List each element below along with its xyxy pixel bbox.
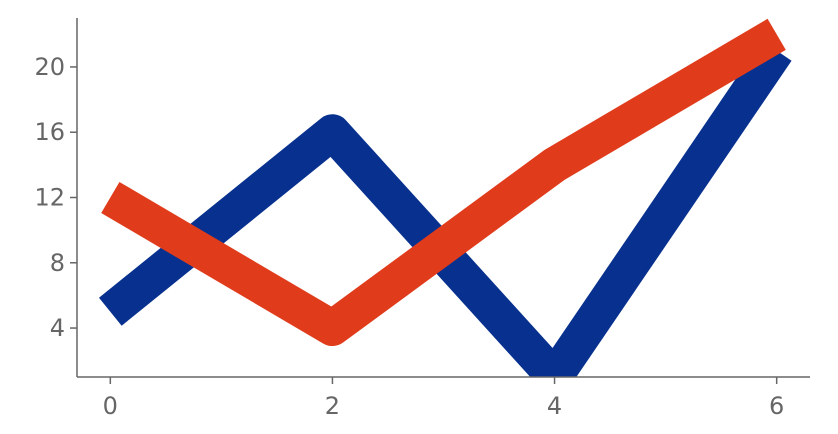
series-layer: [99, 18, 792, 377]
y-tick-label: 8: [50, 249, 65, 277]
x-tick-label: 2: [325, 392, 340, 420]
series-line-2: [101, 18, 786, 347]
y-tick-label: 12: [34, 184, 65, 212]
y-tick-label: 16: [34, 118, 65, 146]
x-tick-label: 6: [769, 392, 784, 420]
y-tick-label: 20: [34, 53, 65, 81]
y-tick-label: 4: [50, 314, 65, 342]
x-tick-label: 4: [547, 392, 562, 420]
x-tick-label: 0: [103, 392, 118, 420]
ticks-layer: 0 2 4 6 4 8 12 16 20: [34, 53, 784, 420]
